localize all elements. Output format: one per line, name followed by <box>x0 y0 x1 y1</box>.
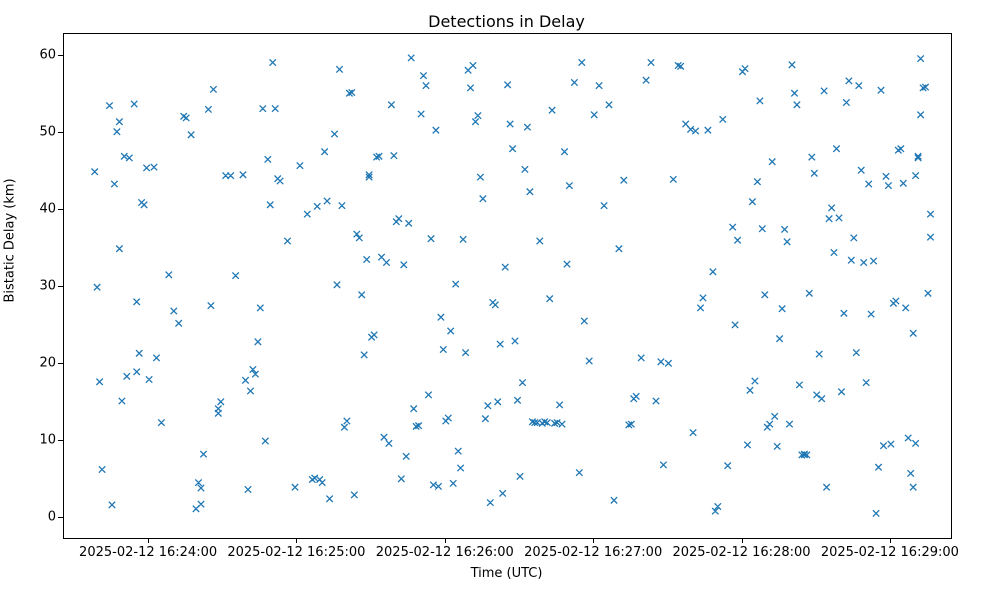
y-tick-mark <box>58 55 63 57</box>
y-tick-mark <box>58 209 63 211</box>
x-tick-label: 2025-02-12 16:29:00 <box>820 545 959 560</box>
y-tick-label: 30 <box>39 278 56 294</box>
y-tick-label: 20 <box>39 355 56 371</box>
scatter-canvas <box>91 54 935 518</box>
chart-title: Detections in Delay <box>428 12 585 31</box>
x-tick-mark <box>889 538 891 543</box>
y-tick-label: 40 <box>39 201 56 217</box>
x-tick-mark <box>148 538 150 543</box>
x-tick-label: 2025-02-12 16:28:00 <box>672 545 811 560</box>
scatter-points <box>91 54 935 518</box>
x-tick-label: 2025-02-12 16:25:00 <box>227 545 366 560</box>
y-tick-mark <box>58 286 63 288</box>
y-tick-mark <box>58 363 63 365</box>
x-tick-label: 2025-02-12 16:26:00 <box>375 545 514 560</box>
y-tick-mark <box>58 132 63 134</box>
x-tick-mark <box>593 538 595 543</box>
x-tick-mark <box>741 538 743 543</box>
y-tick-label: 50 <box>39 124 56 140</box>
y-tick-mark <box>58 517 63 518</box>
x-tick-mark <box>444 538 446 543</box>
y-tick-label: 0 <box>47 509 56 525</box>
y-tick-label: 60 <box>39 47 56 63</box>
x-axis-label: Time (UTC) <box>470 566 543 581</box>
y-tick-label: 10 <box>39 432 56 448</box>
y-tick-mark <box>58 440 63 441</box>
x-tick-label: 2025-02-12 16:24:00 <box>79 545 218 560</box>
plot-area <box>63 33 952 539</box>
x-tick-label: 2025-02-12 16:27:00 <box>524 545 663 560</box>
x-tick-mark <box>296 538 298 543</box>
